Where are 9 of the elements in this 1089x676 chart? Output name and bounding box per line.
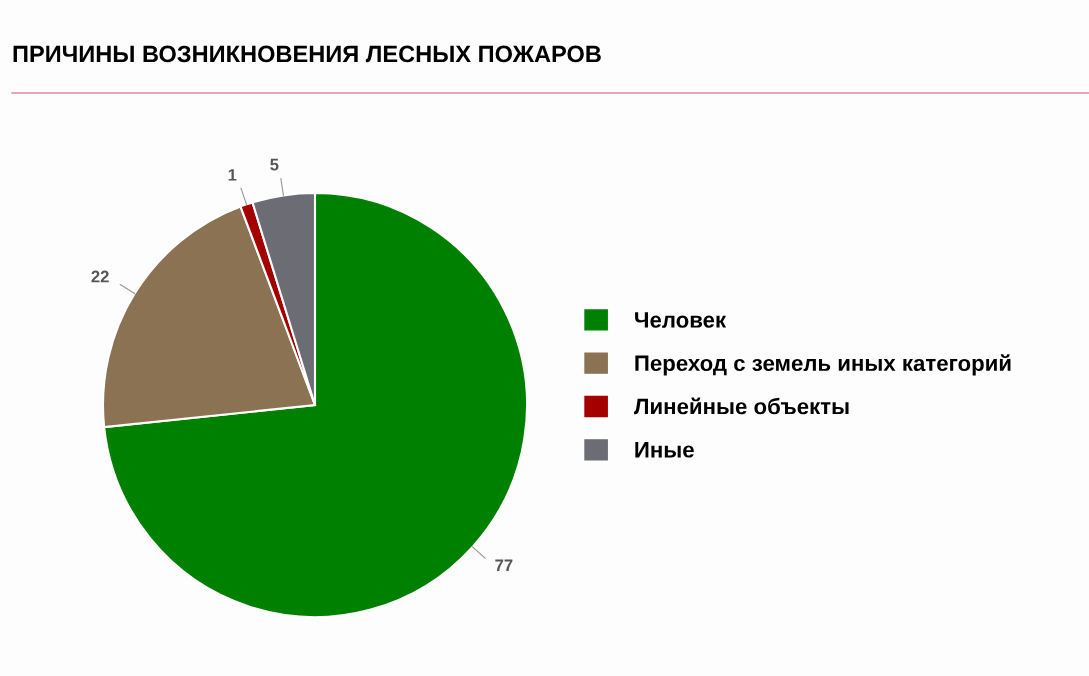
data-label: 1 bbox=[228, 169, 237, 181]
legend-label: Человек bbox=[635, 312, 727, 328]
legend-label: Линейные объекты bbox=[633, 397, 849, 415]
legend-label: Иные bbox=[635, 442, 694, 458]
chart-title: ПРИЧИНЫ ВОЗНИКНОВЕНИЯ ЛЕСНЫХ ПОЖАРОВ bbox=[13, 45, 601, 63]
data-label: 5 bbox=[270, 158, 279, 171]
legend-label: Переход с земель иных категорий bbox=[635, 354, 1011, 376]
data-label: 22 bbox=[91, 270, 109, 283]
data-label: 77 bbox=[495, 559, 513, 572]
